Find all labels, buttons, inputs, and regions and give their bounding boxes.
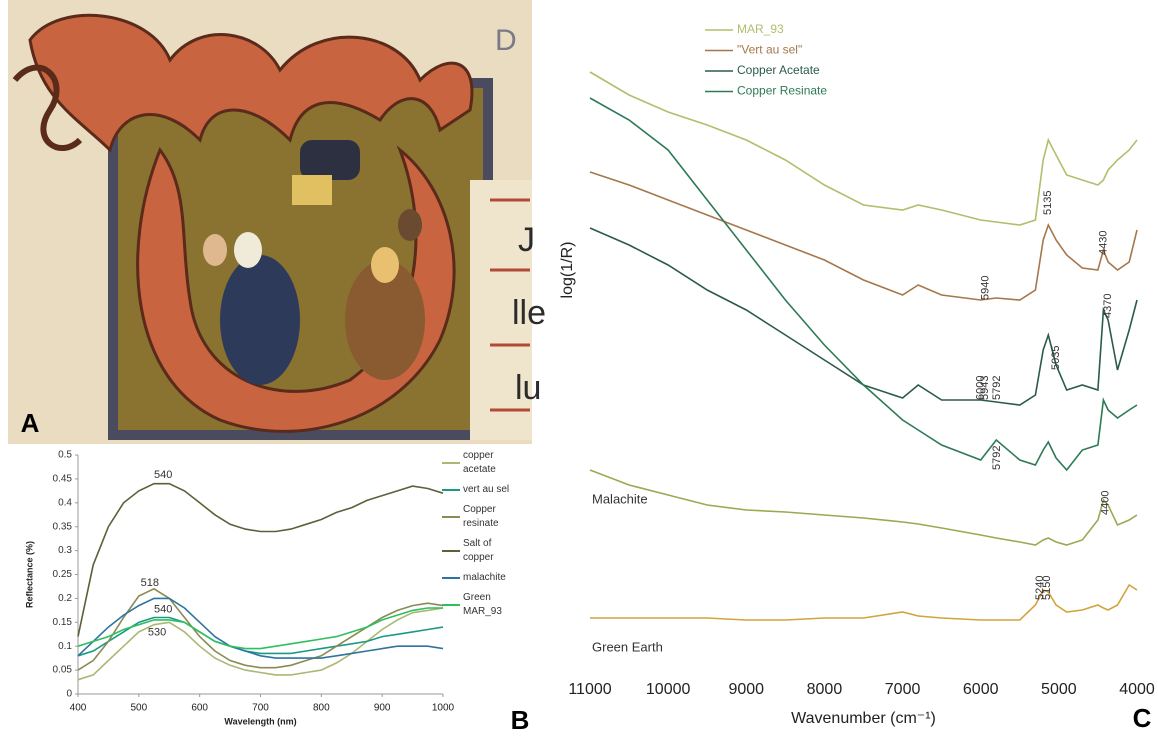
- x-tick-label: 500: [130, 703, 147, 714]
- legend-text: Copper resinate: [463, 504, 499, 529]
- x-tick-label: 8000: [807, 681, 843, 698]
- annotation: 5240: [1034, 576, 1046, 600]
- x-tick-label: 800: [313, 703, 330, 714]
- x-tick-label: 4000: [1119, 681, 1155, 698]
- legend-text: MAR_93: [737, 22, 784, 36]
- series-line: [589, 71, 1138, 226]
- y-axis-label: Reflectance (%): [24, 541, 34, 608]
- legend-entry: Salt of copper: [442, 537, 542, 565]
- series-line: [77, 587, 444, 671]
- annotation: 518: [141, 577, 159, 589]
- legend-swatch: [442, 577, 460, 579]
- legend-swatch: [442, 489, 460, 491]
- x-tick-label: 10000: [646, 681, 691, 698]
- annotation: 5792: [991, 446, 1003, 470]
- annotation: 530: [148, 627, 166, 639]
- annotation: 5035: [1050, 346, 1062, 370]
- x-tick-label: 6000: [963, 681, 999, 698]
- annotation: 4430: [1097, 231, 1109, 255]
- y-tick-label: 0.05: [53, 665, 73, 676]
- x-tick-label: 7000: [885, 681, 921, 698]
- legend-text: "Vert au sel": [737, 43, 802, 57]
- annotation: 4400: [1100, 491, 1112, 515]
- svg-text:lu: lu: [515, 369, 541, 407]
- legend-text: copper acetate: [463, 450, 496, 475]
- legend-text: Green MAR_93: [463, 592, 502, 617]
- legend-text: Copper Resinate: [737, 84, 827, 98]
- series-line: [589, 227, 1138, 406]
- panel-label: A: [21, 408, 40, 438]
- series-line: [589, 97, 1138, 472]
- y-tick-label: 0.25: [53, 569, 73, 580]
- series-line: [589, 469, 1138, 546]
- x-tick-label: 9000: [728, 681, 764, 698]
- series-line: [77, 607, 444, 681]
- series-line: [590, 583, 1138, 621]
- y-tick-label: 0.45: [53, 474, 73, 485]
- annotation: 5135: [1042, 191, 1054, 215]
- series-label: Green Earth: [592, 639, 663, 654]
- x-tick-label: 400: [70, 703, 87, 714]
- annotation: 5792: [991, 376, 1003, 400]
- legend-swatch: [442, 604, 460, 606]
- x-tick-label: 600: [191, 703, 208, 714]
- legend-text: vert au sel: [463, 484, 510, 495]
- series-line: [77, 597, 444, 659]
- series-label: Malachite: [592, 491, 648, 506]
- y-tick-label: 0.15: [53, 617, 73, 628]
- y-tick-label: 0.3: [58, 545, 72, 556]
- legend: copper acetate vert au sel Copper resinate…: [442, 449, 542, 625]
- x-axis-label: Wavelength (nm): [224, 716, 296, 726]
- series-line: [77, 482, 444, 637]
- y-tick-label: 0: [66, 689, 72, 700]
- annotation: 540: [154, 469, 172, 481]
- annotation: 5943: [979, 376, 991, 400]
- svg-text:J: J: [518, 221, 535, 259]
- x-tick-label: 5000: [1041, 681, 1077, 698]
- panel-label: B: [511, 705, 530, 735]
- series-line: [589, 171, 1138, 301]
- legend-entry: copper acetate: [442, 449, 542, 477]
- legend-swatch: [442, 550, 460, 552]
- annotation: 6000: [975, 376, 987, 400]
- y-tick-label: 0.1: [58, 641, 72, 652]
- svg-text:lle: lle: [512, 294, 546, 332]
- legend-text: malachite: [463, 572, 506, 583]
- series-line: [77, 616, 444, 657]
- y-tick-label: 0.5: [58, 450, 72, 461]
- y-tick-label: 0.4: [58, 497, 72, 508]
- legend-text: Salt of copper: [463, 538, 494, 563]
- x-axis-label: Wavenumber (cm⁻¹): [791, 710, 936, 727]
- legend-entry: Copper resinate: [442, 503, 542, 531]
- annotation: 540: [154, 603, 172, 615]
- legend-text: Copper Acetate: [737, 63, 820, 77]
- y-tick-label: 0.35: [53, 521, 73, 532]
- x-tick-label: 900: [374, 703, 391, 714]
- annotation: 5150: [1041, 576, 1053, 600]
- photo: J lle lu D A: [8, 0, 546, 444]
- annotation: 5940: [979, 276, 991, 300]
- x-tick-label: 1000: [432, 703, 455, 714]
- legend-swatch: [442, 516, 460, 518]
- y-axis-label: log(1/R): [559, 242, 576, 299]
- x-tick-label: 700: [252, 703, 269, 714]
- x-tick-label: 11000: [568, 681, 611, 698]
- y-tick-label: 0.2: [58, 593, 72, 604]
- corner-letter: D: [495, 24, 517, 57]
- annotation: 4370: [1102, 294, 1114, 318]
- legend-swatch: [442, 462, 460, 464]
- panel-label: C: [1133, 703, 1152, 733]
- series-line: [77, 607, 443, 650]
- legend-entry: Green MAR_93: [442, 591, 542, 619]
- legend-entry: malachite: [442, 571, 542, 585]
- legend-entry: vert au sel: [442, 483, 542, 497]
